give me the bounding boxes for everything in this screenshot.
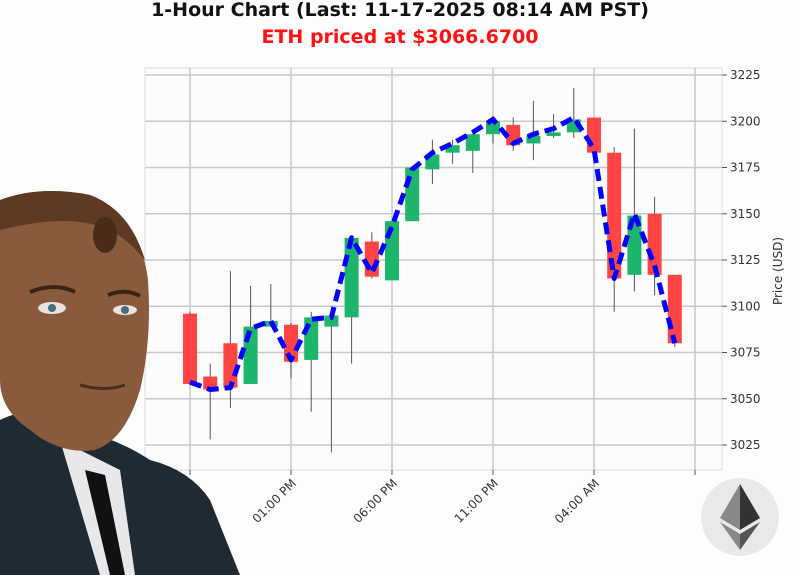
candle [445, 139, 460, 164]
candle-body [526, 136, 541, 144]
trend-line-series [189, 115, 678, 392]
ethereum-logo-icon [701, 478, 779, 556]
candle [203, 363, 218, 440]
candle-body [284, 324, 298, 362]
candle [284, 322, 298, 379]
chart-subtitle: ETH priced at $3066.6700 [261, 26, 539, 48]
candle [465, 134, 480, 174]
candle-body [183, 313, 197, 384]
y-tick-label: 3075 [730, 346, 761, 360]
candle-body [546, 132, 561, 137]
candle-body [203, 376, 218, 390]
humanoid-avatar [0, 191, 240, 575]
candle [183, 311, 197, 384]
y-tick-label: 3200 [730, 114, 761, 128]
candle-body [465, 134, 480, 151]
candle-body [627, 215, 642, 275]
chart-title: 1-Hour Chart (Last: 11-17-2025 08:14 AM … [151, 0, 649, 21]
y-tick-label: 3225 [730, 68, 761, 82]
candle-body [223, 343, 238, 388]
candle [627, 128, 642, 292]
plot-area [144, 67, 723, 471]
candle [324, 315, 339, 453]
y-tick-label: 3050 [730, 392, 761, 406]
y-tick-label: 3100 [730, 299, 761, 313]
y-tick-label: 3150 [730, 207, 761, 221]
y-tick-label: 3125 [730, 253, 761, 267]
candle-body [445, 145, 460, 153]
y-tick-label: 3025 [730, 438, 761, 452]
y-axis-label: Price (USD) [771, 237, 785, 305]
y-tick-label: 3175 [730, 161, 761, 175]
candle [526, 100, 541, 161]
candle-body [324, 315, 339, 327]
